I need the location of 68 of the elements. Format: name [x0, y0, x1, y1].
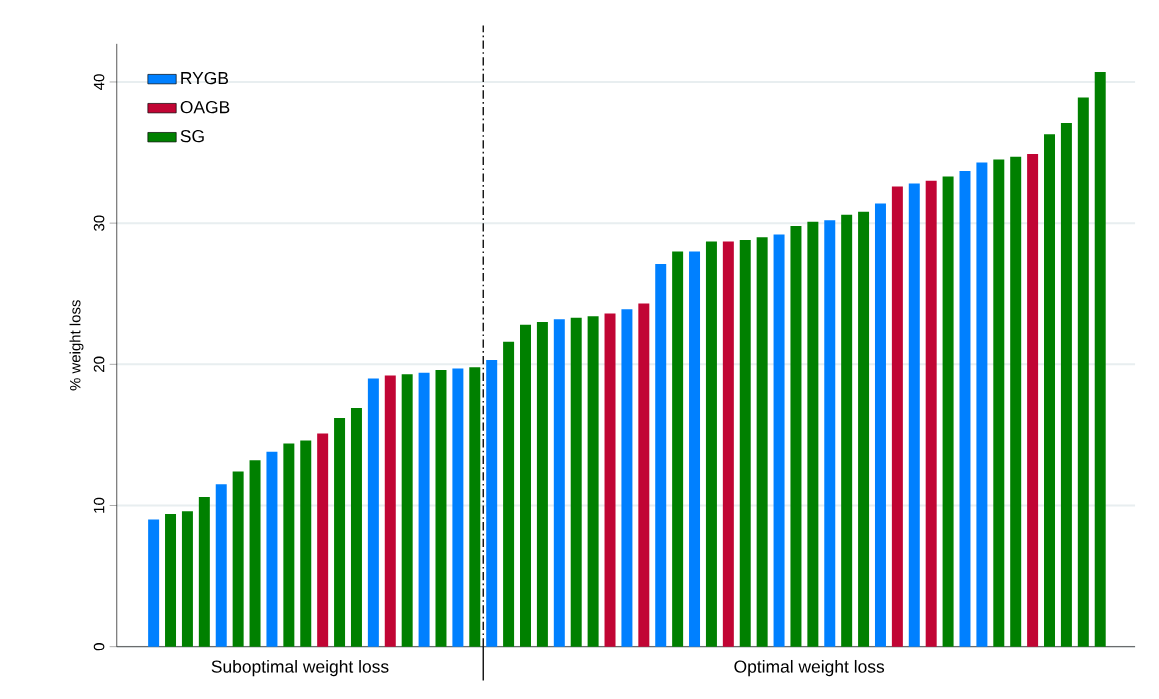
bar — [249, 460, 261, 647]
bar — [181, 510, 193, 647]
bar — [739, 239, 751, 647]
y-tick-label: 10 — [93, 497, 105, 513]
bar — [350, 407, 362, 647]
bar — [317, 433, 329, 647]
bar — [705, 241, 717, 647]
bar — [1027, 153, 1039, 647]
bar — [824, 220, 836, 647]
bar — [976, 162, 988, 647]
text: Optimal weight loss — [734, 659, 885, 676]
bar — [925, 180, 937, 647]
bar — [536, 321, 548, 647]
bar — [621, 309, 633, 647]
bar — [655, 263, 667, 647]
bar — [942, 176, 954, 647]
bar — [672, 251, 684, 647]
bar — [790, 225, 802, 647]
bar — [503, 341, 515, 647]
bar — [722, 241, 734, 647]
bar — [1077, 97, 1089, 647]
legend-label: RYGB — [181, 71, 229, 85]
bar — [452, 368, 464, 647]
y-tick-label: 20 — [93, 356, 105, 372]
bar — [1060, 122, 1072, 647]
bar — [215, 484, 227, 647]
text: Suboptimal weight loss — [211, 659, 389, 676]
legend-label: SG — [180, 129, 204, 143]
bar — [756, 237, 768, 647]
bar — [520, 324, 531, 647]
bar — [418, 372, 430, 647]
bar — [638, 303, 650, 647]
bar — [1094, 71, 1106, 647]
bar — [300, 440, 312, 647]
bar — [841, 214, 853, 647]
bar — [232, 471, 244, 647]
bar — [283, 443, 295, 647]
bar — [587, 316, 599, 647]
bar — [266, 451, 278, 647]
bar — [773, 234, 785, 647]
bar — [689, 251, 701, 647]
bar — [891, 186, 903, 647]
bar — [807, 221, 819, 647]
y-tick-label: 30 — [93, 215, 105, 231]
bar — [993, 159, 1005, 647]
bar — [367, 378, 379, 647]
bar — [435, 369, 447, 647]
y-tick-label: 40 — [93, 73, 105, 90]
legend-label: OAGB — [180, 100, 230, 114]
bar — [148, 519, 160, 647]
y-axis-title: % weight loss — [69, 299, 84, 391]
bar — [401, 373, 413, 647]
bar — [874, 203, 886, 647]
bar — [1044, 133, 1055, 647]
bar — [553, 318, 565, 647]
bar — [384, 375, 396, 647]
y-tick-label: 0 — [93, 642, 105, 651]
bar — [908, 183, 920, 647]
bar — [165, 513, 177, 647]
bar — [334, 417, 346, 647]
bar — [486, 359, 498, 647]
bar — [959, 170, 971, 647]
bar — [604, 313, 616, 647]
bar — [1010, 156, 1022, 647]
bar — [858, 211, 870, 647]
bar — [469, 366, 481, 647]
bar — [198, 496, 210, 647]
bar — [570, 317, 582, 647]
